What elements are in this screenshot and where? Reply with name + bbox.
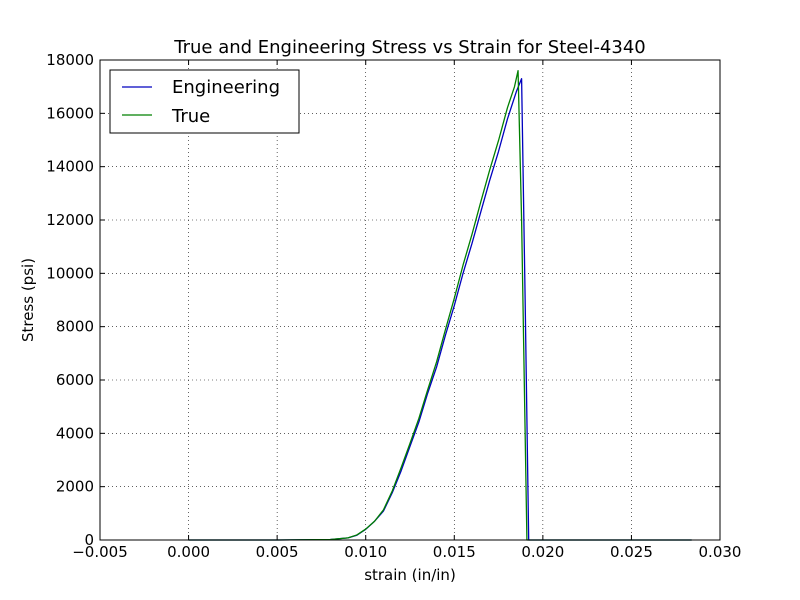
y-tick-label: 8000 [56,318,94,336]
series-layer [188,70,692,541]
x-tick-label: 0.020 [521,543,564,561]
y-tick-label: 16000 [46,104,94,122]
legend-label-engineering: Engineering [172,77,280,98]
legend-label-true: True [171,106,210,127]
ticks [99,59,721,541]
x-axis-label: strain (in/in) [364,566,456,584]
y-tick-label: 14000 [46,158,94,176]
y-tick-label: 10000 [46,264,94,282]
y-tick-label: 0 [84,531,94,549]
legend: Engineering True [109,69,300,134]
x-tick-label: 0.005 [256,543,299,561]
y-tick-label: 4000 [56,424,94,442]
series-line-true [188,70,692,541]
chart-title: True and Engineering Stress vs Strain fo… [173,37,646,58]
x-tick-label: 0.000 [167,543,210,561]
x-tick-labels: −0.005 0.000 0.005 0.010 0.015 0.020 0.025 0.03… [72,543,741,561]
y-axis-label: Stress (psi) [19,258,37,342]
plot-frame [99,59,721,541]
y-tick-label: 2000 [56,478,94,496]
x-tick-label: 0.010 [344,543,387,561]
y-tick-labels: 0 2000 4000 6000 8000 10000 12000 14000 16000 180… [46,51,94,549]
legend-box [109,69,300,134]
x-tick-label: 0.030 [699,543,742,561]
y-tick-label: 6000 [56,371,94,389]
y-tick-label: 18000 [46,51,94,69]
x-tick-label: −0.005 [72,543,128,561]
x-tick-label: 0.025 [610,543,653,561]
plot-area [100,60,720,540]
y-tick-label: 12000 [46,211,94,229]
x-tick-label: 0.015 [433,543,476,561]
